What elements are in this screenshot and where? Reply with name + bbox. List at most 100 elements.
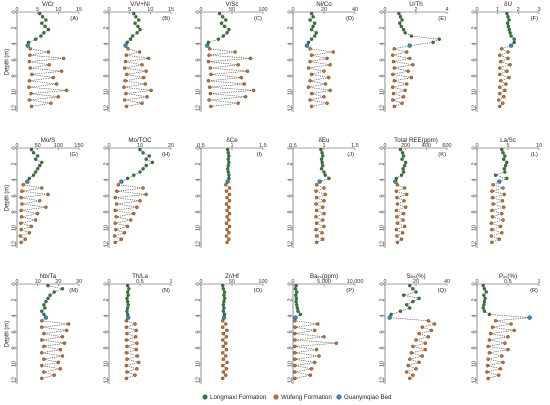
y-tick-label: 12 bbox=[103, 377, 109, 383]
data-point-wufeng bbox=[328, 88, 332, 93]
data-point-wufeng bbox=[312, 328, 317, 333]
data-point-wufeng bbox=[402, 224, 407, 229]
data-point-wufeng bbox=[506, 50, 510, 54]
data-point-longmaxi bbox=[42, 312, 46, 317]
data-point-wufeng bbox=[40, 186, 44, 190]
data-point-longmaxi bbox=[311, 15, 315, 19]
x-tick-label: 5 bbox=[36, 7, 39, 13]
x-tick-label: 1 bbox=[322, 143, 325, 149]
x-tick-label: 150 bbox=[74, 143, 83, 149]
y-tick-label: 0 bbox=[287, 10, 293, 13]
data-point-wufeng bbox=[38, 199, 42, 203]
y-axis-label: Depth (m) bbox=[5, 185, 11, 212]
data-point-longmaxi bbox=[147, 154, 152, 158]
data-point-wufeng bbox=[124, 338, 129, 342]
y-tick-label: 8 bbox=[287, 74, 293, 77]
data-point-longmaxi bbox=[48, 293, 52, 297]
data-point-longmaxi bbox=[417, 296, 421, 301]
data-point-longmaxi bbox=[484, 290, 489, 294]
data-point-wufeng bbox=[508, 63, 512, 67]
data-point-wufeng bbox=[498, 66, 502, 70]
data-point-longmaxi bbox=[408, 283, 412, 288]
data-point-wufeng bbox=[207, 53, 211, 57]
series-line bbox=[391, 13, 441, 107]
data-point-longmaxi bbox=[144, 157, 148, 161]
y-tick-label: 10 bbox=[11, 225, 17, 231]
y-tick-label: 8 bbox=[195, 74, 201, 77]
data-point-wufeng bbox=[392, 104, 397, 109]
data-point-wufeng bbox=[500, 211, 504, 216]
data-point-wufeng bbox=[325, 56, 329, 61]
data-point-wufeng bbox=[42, 331, 46, 336]
data-point-wufeng bbox=[40, 338, 44, 342]
data-point-longmaxi bbox=[222, 290, 227, 294]
data-point-longmaxi bbox=[295, 306, 300, 310]
x-tick-label: 400 bbox=[422, 143, 431, 149]
legend-marker-longmaxi bbox=[202, 394, 208, 400]
panel-title: V/V+Ni bbox=[130, 1, 149, 8]
panel-title: Baₓₛ(ppm) bbox=[310, 273, 338, 280]
data-point-wufeng bbox=[21, 183, 25, 187]
data-point-guanyinqiao bbox=[123, 43, 128, 48]
y-tick-label: 8 bbox=[287, 346, 293, 349]
y-tick-label: 2 bbox=[471, 298, 477, 301]
data-point-wufeng bbox=[504, 82, 508, 86]
data-point-wufeng bbox=[486, 344, 490, 349]
data-point-wufeng bbox=[314, 227, 318, 232]
y-tick-label: 8 bbox=[103, 346, 109, 349]
y-tick-label: 4 bbox=[379, 314, 385, 317]
data-point-wufeng bbox=[309, 104, 314, 109]
y-tick-label: 6 bbox=[379, 58, 385, 61]
panel-letter: (R) bbox=[530, 288, 538, 294]
data-point-wufeng bbox=[143, 82, 148, 86]
data-point-longmaxi bbox=[46, 296, 50, 301]
y-tick-label: 12 bbox=[379, 241, 385, 247]
data-point-wufeng bbox=[308, 98, 312, 102]
y-tick-label: 8 bbox=[11, 74, 17, 77]
y-tick-label: 2 bbox=[195, 298, 201, 301]
data-point-longmaxi bbox=[482, 299, 487, 304]
data-point-wufeng bbox=[322, 199, 326, 203]
x-tick-label: 200 bbox=[401, 143, 410, 149]
y-tick-label: 12 bbox=[103, 105, 109, 111]
data-point-wufeng bbox=[19, 215, 24, 219]
data-point-longmaxi bbox=[226, 157, 231, 161]
data-point-wufeng bbox=[489, 221, 493, 225]
data-point-wufeng bbox=[401, 211, 406, 216]
data-point-longmaxi bbox=[227, 154, 231, 158]
data-point-longmaxi bbox=[220, 15, 225, 19]
data-point-wufeng bbox=[402, 186, 407, 190]
data-point-wufeng bbox=[391, 72, 395, 77]
y-tick-label: 8 bbox=[103, 210, 109, 213]
data-point-longmaxi bbox=[500, 147, 504, 152]
data-point-wufeng bbox=[28, 66, 32, 70]
y-tick-label: 6 bbox=[11, 58, 17, 61]
data-point-wufeng bbox=[391, 98, 395, 102]
data-point-wufeng bbox=[122, 85, 126, 89]
data-point-wufeng bbox=[59, 69, 64, 73]
x-tick-label: 0 bbox=[15, 279, 18, 285]
panel-letter: (O) bbox=[254, 288, 262, 294]
data-point-longmaxi bbox=[141, 151, 145, 155]
data-point-wufeng bbox=[225, 208, 229, 213]
data-point-wufeng bbox=[500, 199, 505, 203]
data-point-longmaxi bbox=[221, 287, 226, 291]
y-tick-label: 2 bbox=[11, 298, 17, 301]
data-point-wufeng bbox=[144, 192, 148, 197]
y-tick-label: 0 bbox=[195, 10, 201, 13]
data-point-guanyinqiao bbox=[25, 43, 30, 48]
data-point-longmaxi bbox=[125, 283, 130, 288]
data-point-longmaxi bbox=[35, 154, 40, 158]
data-point-wufeng bbox=[52, 373, 56, 377]
data-point-wufeng bbox=[320, 231, 324, 235]
x-tick-label: 2 bbox=[517, 7, 520, 13]
y-tick-label: 10 bbox=[195, 225, 201, 231]
y-tick-label: 6 bbox=[287, 194, 293, 197]
data-point-wufeng bbox=[220, 325, 225, 329]
data-point-wufeng bbox=[499, 79, 503, 83]
x-tick-label: 20 bbox=[55, 279, 61, 285]
data-point-wufeng bbox=[125, 72, 129, 77]
legend: Longmaxi Formation Wufeng Formation Guan… bbox=[202, 394, 392, 401]
